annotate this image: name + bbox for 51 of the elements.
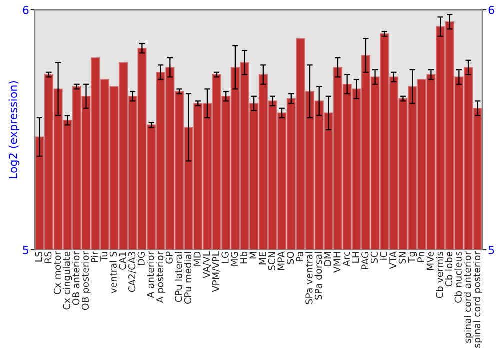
x-tick-label: Arc: [343, 252, 350, 267]
x-tick-label: GP: [166, 252, 173, 264]
x-tick-label: VTA: [390, 251, 397, 270]
x-tick-label: DG: [138, 252, 145, 266]
x-tick-label: OB anterior: [72, 251, 80, 306]
x-tick-label: A anterior: [146, 251, 154, 298]
x-tick-label: A posterior: [156, 251, 166, 304]
x-tick-label: Tu: [100, 252, 108, 262]
x-tick-label: VPM/VPL: [212, 251, 220, 292]
x-tick-label: CPu medial: [184, 252, 192, 304]
x-tick-label: CA1: [119, 252, 126, 270]
x-tick-label: VA/VL: [203, 251, 211, 279]
x-tick-label: spinal cord anterior: [464, 251, 474, 343]
x-tick-label: spinal cord posterior: [473, 251, 482, 348]
y2-tick-label: 6: [488, 6, 494, 14]
x-tick-label: Pn: [418, 252, 425, 262]
x-tick-label: SPa ventral: [305, 252, 313, 304]
x-tick-label: ventral S: [110, 252, 117, 294]
x-tick-label: Cx motor: [54, 251, 62, 294]
x-tick-label: LS: [35, 252, 42, 262]
x-tick-label: IC: [380, 252, 388, 260]
x-tick-label: MVe: [426, 252, 434, 270]
x-tick-label: PAG: [362, 252, 369, 270]
x-tick-label: DM: [324, 252, 332, 266]
x-tick-label: M: [250, 252, 257, 259]
x-tick-label: SCN: [268, 252, 276, 270]
x-tick-label: CA2/CA3: [128, 252, 136, 292]
x-tick-label: RS: [44, 252, 52, 264]
x-tick-label: Cb vermis: [436, 252, 444, 298]
x-tick-label: SN: [398, 252, 406, 264]
x-tick-label: Cb nucleus: [454, 252, 462, 303]
x-tick-label: SO: [286, 252, 294, 264]
x-tick-label: Hb: [240, 252, 248, 264]
y2-tick-label: 5: [488, 246, 494, 254]
x-tick-label: LH: [352, 252, 360, 263]
x-tick-label: MG: [231, 252, 238, 266]
x-tick-label: LG: [222, 252, 229, 264]
x-tick-label: VMH: [334, 252, 341, 274]
x-tick-label: CPu lateral: [174, 252, 182, 302]
x-tick-label: ME: [259, 252, 266, 265]
y-axis-title: Log2 (expression): [8, 81, 20, 178]
x-tick-label: Pa: [296, 252, 304, 262]
x-tick-label: OB posterior: [82, 251, 91, 310]
x-tick-label: SC: [370, 252, 378, 264]
x-tick-label: Pir: [91, 251, 98, 262]
x-tick-label: MPA: [278, 251, 285, 270]
x-tick-label: Cb lobe: [445, 252, 453, 287]
x-tick-label: SPa dorsal: [314, 252, 322, 300]
x-tick-label: Cx cingulate: [63, 252, 72, 310]
x-tick-label: Tg: [408, 252, 418, 264]
x-tick-label: MD: [194, 252, 201, 266]
